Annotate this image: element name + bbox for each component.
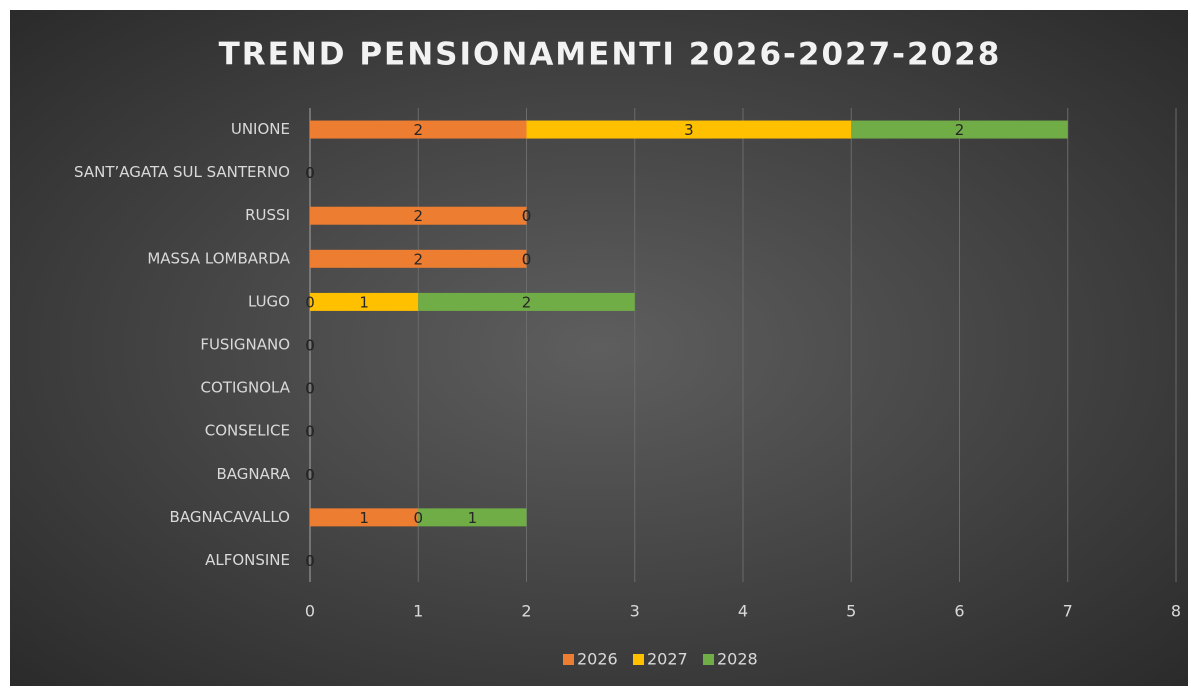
y-tick-label: SANT’AGATA SUL SANTERNO: [74, 163, 290, 181]
data-label: 1: [359, 509, 369, 527]
chart-title: TREND PENSIONAMENTI 2026-2027-2028: [219, 37, 1002, 73]
y-tick-label: BAGNACAVALLO: [170, 508, 290, 526]
legend-label: 2028: [717, 650, 758, 669]
data-label: 2: [413, 207, 423, 225]
bars: [310, 120, 1068, 527]
data-label: 0: [413, 509, 423, 527]
x-tick-label: 1: [413, 602, 423, 621]
data-label: 3: [684, 121, 694, 139]
data-label: 2: [955, 121, 965, 139]
x-tick-label: 3: [630, 602, 640, 621]
legend-swatch: [703, 654, 714, 665]
y-tick-label: COTIGNOLA: [201, 379, 291, 397]
bar: [310, 249, 527, 268]
data-label: 0: [305, 466, 315, 484]
y-tick-label: CONSELICE: [205, 422, 290, 440]
data-label: 0: [522, 250, 532, 268]
data-label: 0: [522, 207, 532, 225]
x-tick-label: 7: [1063, 602, 1073, 621]
data-label: 0: [305, 337, 315, 355]
data-label: 0: [305, 293, 315, 311]
data-label: 0: [305, 552, 315, 570]
data-label: 0: [305, 466, 315, 484]
x-tick-label: 2: [521, 602, 531, 621]
data-label: 0: [522, 250, 532, 268]
data-label: 0: [305, 466, 315, 484]
x-tick-label: 6: [954, 602, 964, 621]
data-label: 0: [305, 380, 315, 398]
grid: 0 1 2 3 4 5 6 7 8 ALFONSINE BAGNACAVALLO BAGNARA CON…: [74, 108, 1181, 669]
data-label: 0: [305, 423, 315, 441]
bar: [418, 292, 635, 311]
bar: [526, 120, 852, 139]
y-tick-label: MASSA LOMBARDA: [147, 249, 290, 267]
data-label: 0: [305, 552, 315, 570]
bar: [851, 120, 1068, 139]
x-tick-label: 4: [738, 602, 748, 621]
bar: [310, 120, 527, 139]
legend-label: 2026: [577, 650, 618, 669]
x-tick-label: 8: [1171, 602, 1181, 621]
chart-background: [10, 10, 1188, 686]
bar: [310, 508, 419, 527]
data-label: 0: [305, 164, 315, 182]
x-tick-label: 5: [846, 602, 856, 621]
data-label: 0: [305, 380, 315, 398]
data-label: 1: [359, 293, 369, 311]
legend-swatch: [633, 654, 644, 665]
data-label: 0: [305, 337, 315, 355]
data-label: 2: [413, 121, 423, 139]
y-tick-label: ALFONSINE: [205, 551, 290, 569]
data-label: 1: [468, 509, 478, 527]
y-tick-label: UNIONE: [231, 120, 290, 138]
x-tick-label: 0: [305, 602, 315, 621]
data-label: 0: [305, 164, 315, 182]
legend-label: 2027: [647, 650, 688, 669]
bar: [310, 206, 527, 225]
y-tick-label: FUSIGNANO: [200, 336, 290, 354]
data-label: 2: [413, 250, 423, 268]
data-label: 2: [522, 293, 532, 311]
y-tick-label: BAGNARA: [217, 465, 291, 483]
data-label: 0: [305, 380, 315, 398]
y-tick-label: LUGO: [248, 292, 290, 310]
data-label: 0: [305, 164, 315, 182]
legend-swatch: [563, 654, 574, 665]
data-label: 0: [305, 337, 315, 355]
data-label: 0: [305, 423, 315, 441]
bar: [418, 508, 527, 527]
data-label: 0: [305, 552, 315, 570]
data-label: 0: [305, 423, 315, 441]
y-tick-label: RUSSI: [245, 206, 290, 224]
bar: [310, 292, 419, 311]
data-label: 0: [522, 207, 532, 225]
